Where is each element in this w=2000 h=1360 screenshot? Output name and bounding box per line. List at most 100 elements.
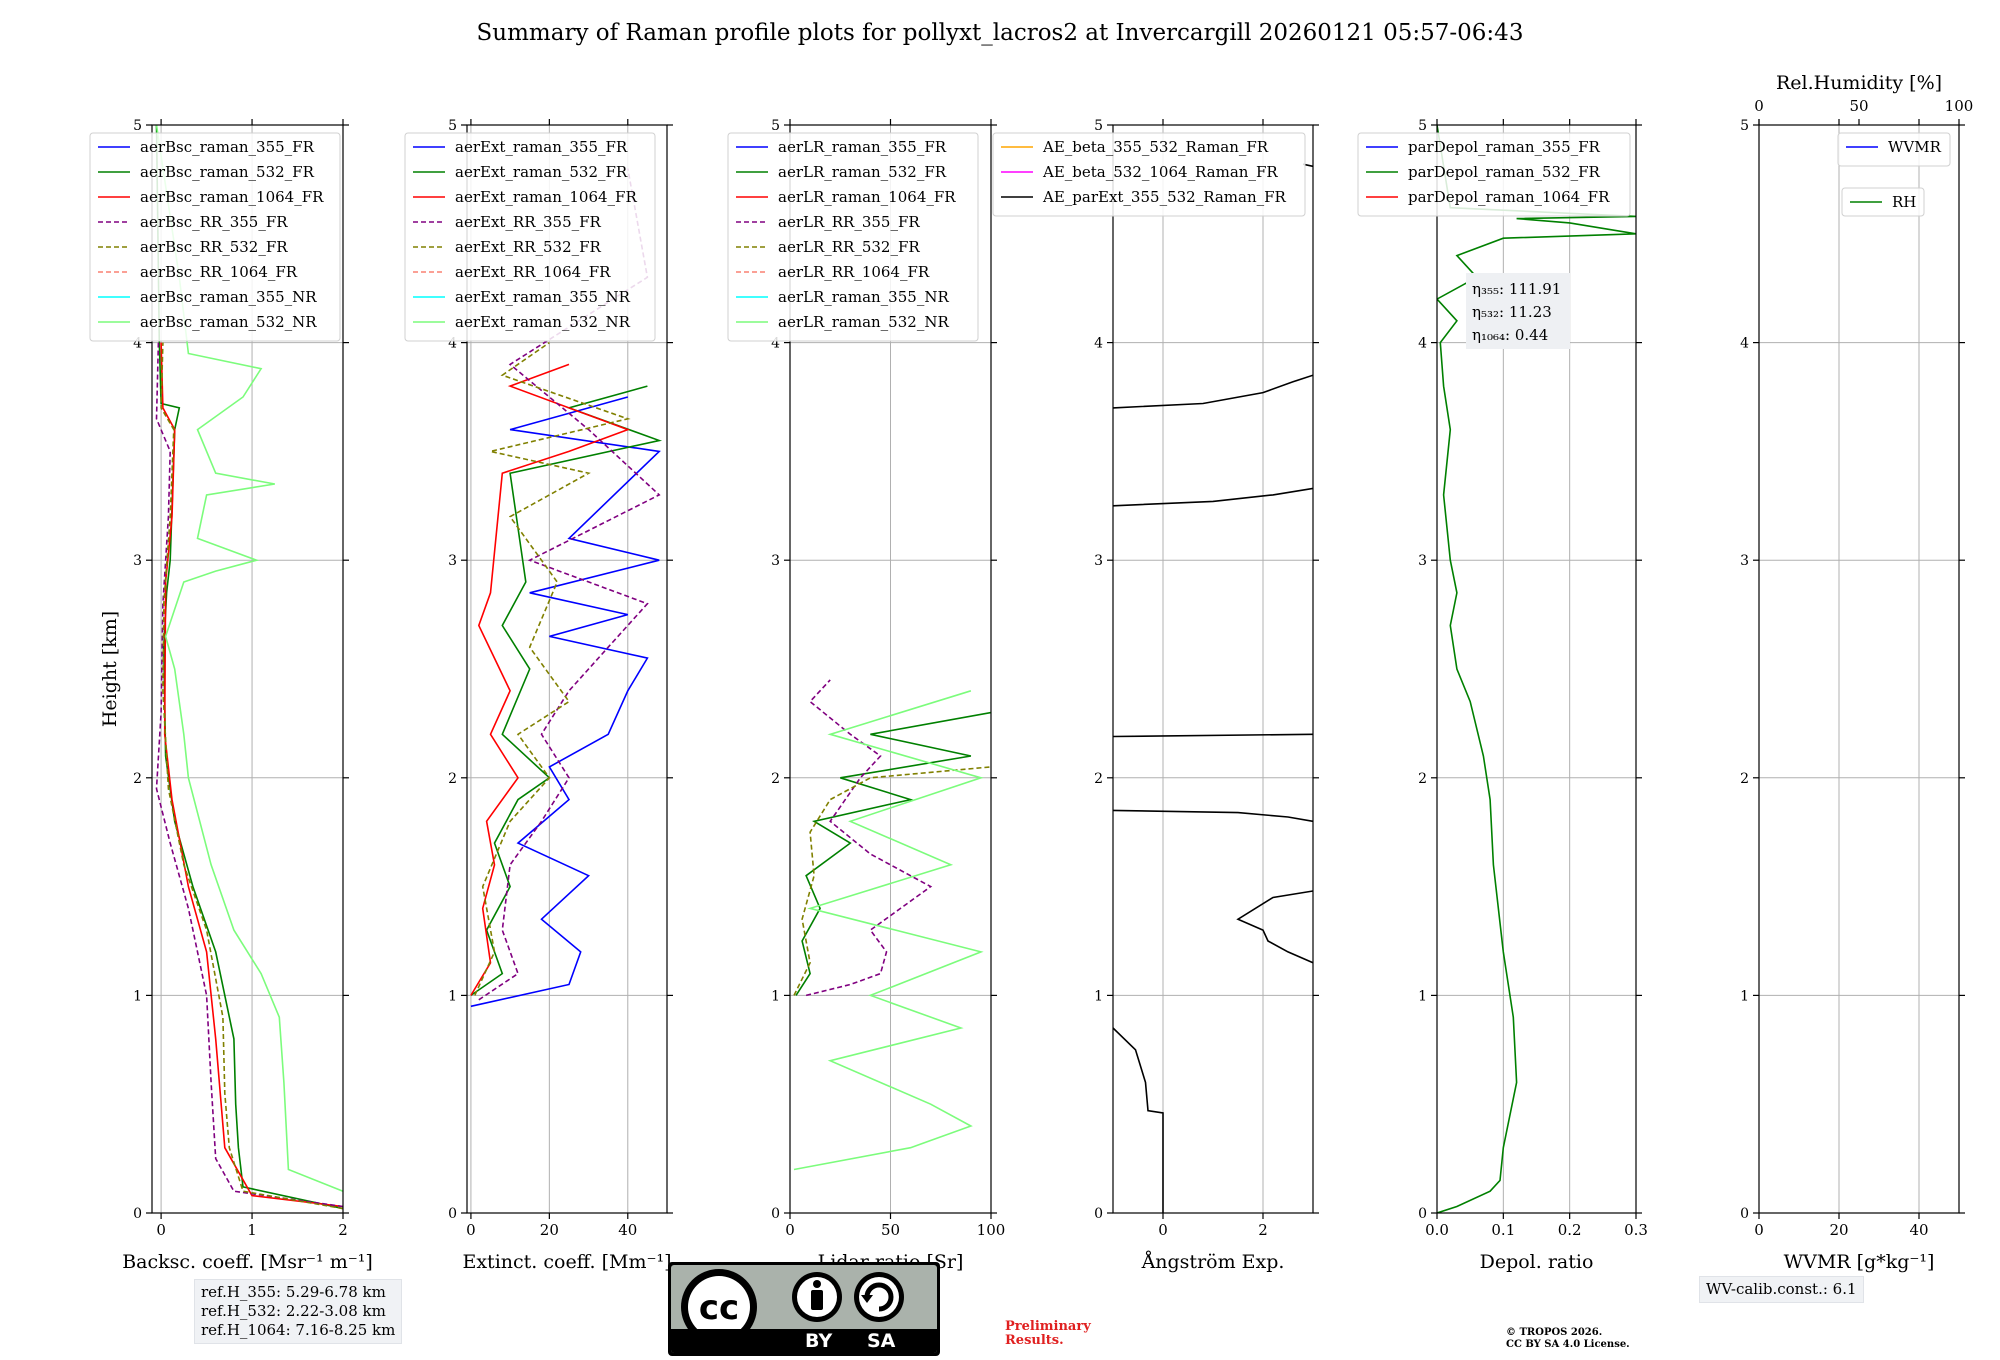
legend: parDepol_raman_355_FR parDepol_raman_532_… <box>1357 132 1631 217</box>
chart-panel-4: 0 2 0 1 2 3 4 5 Ångström Exp. AE_beta_355_532_Ram… <box>992 118 1319 1273</box>
y-tick-label: 3 <box>448 553 457 569</box>
x-tick-label: 40 <box>1909 1221 1928 1239</box>
series-AE_parExt_355_532_Raman_FR_seg4 <box>1113 733 1313 738</box>
top-x-axis-label: Rel.Humidity [%] <box>1776 72 1942 94</box>
legend-entry: AE_beta_532_1064_Raman_FR <box>1042 163 1278 181</box>
y-tick-label: 1 <box>771 988 780 1004</box>
y-tick-label: 0 <box>133 1206 142 1222</box>
cc-sa-label: SA <box>867 1330 896 1352</box>
x-tick-label: 100 <box>977 1221 1006 1239</box>
x-axis-label: Backsc. coeff. [Msr⁻¹ m⁻¹] <box>122 1251 373 1273</box>
legend-entry: aerBsc_raman_1064_FR <box>140 188 324 206</box>
series-aerBsc_RR_355_FR <box>155 342 343 1208</box>
series-AE_parExt_355_532_Raman_FR <box>1113 1027 1164 1213</box>
x-axis-label: Depol. ratio <box>1480 1251 1594 1273</box>
series-aerLR_RR_355_FR <box>805 679 933 997</box>
preliminary-line-1: Preliminary <box>1005 1319 1091 1334</box>
y-tick-label: 5 <box>133 118 142 134</box>
legend-entry: parDepol_raman_355_FR <box>1408 138 1601 156</box>
annotation-text: η₃₅₅: 111.91 <box>1472 280 1561 298</box>
y-tick-label: 1 <box>133 988 142 1004</box>
legend: aerBsc_raman_355_FR aerBsc_raman_532_FRae… <box>89 132 341 342</box>
y-tick-label: 4 <box>771 336 780 352</box>
x-tick-label: 0 <box>156 1221 166 1239</box>
y-tick-label: 0 <box>448 1206 457 1222</box>
legend-box <box>727 132 979 342</box>
legend-entry: aerBsc_RR_355_FR <box>140 213 288 231</box>
y-tick-label: 1 <box>1740 988 1749 1004</box>
legend-entry: aerLR_raman_532_FR <box>778 163 947 181</box>
top-x-tick-label: 100 <box>1945 97 1974 115</box>
legend: aerExt_raman_355_FR aerExt_raman_532_FRae… <box>404 132 656 342</box>
x-tick-label: 0 <box>785 1221 795 1239</box>
legend-entry: aerBsc_raman_532_FR <box>140 163 315 181</box>
ref-height-532: ref.H_532: 2.22-3.08 km <box>201 1302 386 1320</box>
series-aerBsc_raman_1064_FR <box>160 342 343 1208</box>
legend-box-2 <box>1841 187 1925 217</box>
legend-entry: aerExt_raman_355_NR <box>455 288 631 306</box>
legend-entry: aerExt_raman_532_FR <box>455 163 628 181</box>
plot-frame <box>1112 124 1314 1214</box>
series-aerBsc_RR_532_FR <box>160 342 343 1210</box>
plot-frame <box>1436 124 1637 1214</box>
y-tick-label: 0 <box>1740 1206 1749 1222</box>
preliminary-note: Preliminary Results. <box>1005 1320 1091 1348</box>
annotation-text: η₅₃₂: 11.23 <box>1472 303 1552 321</box>
y-tick-label: 2 <box>1740 771 1749 787</box>
copyright-note: © TROPOS 2026. CC BY SA 4.0 License. <box>1506 1327 1630 1351</box>
ref-height-355: ref.H_355: 5.29-6.78 km <box>201 1283 386 1301</box>
y-tick-label: 0 <box>771 1206 780 1222</box>
chart-panel-2: 0 20 40 0 1 2 3 4 5 Extinct. coeff. [Mm⁻¹] aerExt_… <box>404 118 673 1273</box>
series-aerLR_RR_532_FR <box>793 766 991 996</box>
y-tick-label: 5 <box>448 118 457 134</box>
y-tick-label: 1 <box>1094 988 1103 1004</box>
reference-height-box: ref.H_355: 5.29-6.78 km ref.H_532: 2.22-… <box>194 1279 403 1344</box>
plot-frame <box>151 124 344 1214</box>
series-aerLR_raman_532_FR <box>795 711 991 996</box>
legend-entry: aerBsc_raman_355_FR <box>140 138 315 156</box>
x-axis-label: WVMR [g*kg⁻¹] <box>1784 1251 1935 1273</box>
eta-annotations: η₃₅₅: 111.91 η₅₃₂: 11.23 η₁₀₆₄: 0.44 <box>1466 273 1570 349</box>
series-aerLR_raman_532_NR <box>793 690 984 1171</box>
legend-entry: aerExt_RR_1064_FR <box>455 263 611 281</box>
y-tick-label: 4 <box>1094 336 1103 352</box>
series-AE_parExt_355_532_Raman_FR_seg2 <box>1236 890 1313 964</box>
top-x-tick-label: 50 <box>1849 97 1868 115</box>
x-tick-label: 40 <box>618 1221 637 1239</box>
legend-entry: aerLR_raman_1064_FR <box>778 188 956 206</box>
ref-height-1064: ref.H_1064: 7.16-8.25 km <box>201 1321 396 1339</box>
legend-box <box>1357 132 1631 217</box>
x-tick-label: 0.3 <box>1624 1221 1648 1239</box>
legend-entry: RH <box>1892 193 1916 211</box>
chart-panel-1: 0 1 2 0 1 2 3 4 5 Backsc. coeff. [Msr⁻¹ m⁻¹] aerBs… <box>89 118 373 1273</box>
series-aerBsc_raman_532_NR <box>155 125 343 1192</box>
y-tick-label: 2 <box>1094 771 1103 787</box>
legend-entry: WVMR <box>1888 138 1942 156</box>
x-tick-label: 1 <box>247 1221 257 1239</box>
cc-license-badge: cc BY SA <box>668 1262 940 1356</box>
series-aerExt_RR_355_FR <box>478 168 661 1001</box>
copyright-line-2: CC BY SA 4.0 License. <box>1506 1339 1630 1350</box>
y-tick-label: 1 <box>448 988 457 1004</box>
series-aerExt_raman_1064_FR <box>470 363 631 996</box>
legend-box <box>89 132 341 342</box>
series-aerExt_RR_532_FR <box>474 341 631 996</box>
plot-frame <box>466 124 668 1214</box>
legend: WVMR RH <box>1837 132 1951 217</box>
legend-entry: aerExt_RR_355_FR <box>455 213 602 231</box>
legend-entry: aerLR_RR_355_FR <box>778 213 920 231</box>
y-tick-label: 3 <box>1094 553 1103 569</box>
svg-text:cc: cc <box>699 1288 739 1328</box>
y-tick-label: 4 <box>1740 336 1749 352</box>
legend-entry: aerBsc_raman_355_NR <box>140 288 317 306</box>
legend: aerLR_raman_355_FR aerLR_raman_532_FR aerL… <box>727 132 979 342</box>
legend-entry: aerLR_raman_355_NR <box>778 288 949 306</box>
chart-panel-6: 0 20 40 0 1 2 3 4 5 WVMR [g*kg⁻¹] 0 50 100Rel.Humidi… <box>1740 72 1973 1273</box>
y-tick-label: 3 <box>771 553 780 569</box>
series-AE_parExt_355_532_Raman_FR_seg6 <box>1113 374 1313 409</box>
y-tick-label: 2 <box>1418 771 1427 787</box>
y-tick-label: 2 <box>133 771 142 787</box>
legend: AE_beta_355_532_Raman_FR AE_beta_532_1064… <box>992 132 1306 217</box>
y-tick-label: 0 <box>1418 1206 1427 1222</box>
